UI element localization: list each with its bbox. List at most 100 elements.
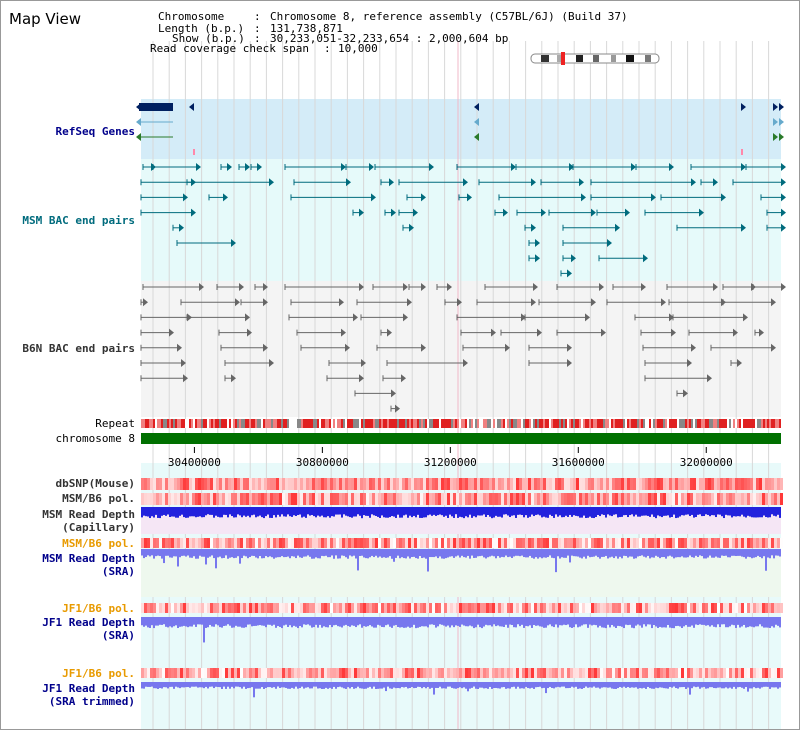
repeat-mark bbox=[281, 419, 283, 428]
track-label-b6n-bac[interactable]: B6N BAC end pairs bbox=[22, 342, 135, 355]
read-depth-bar bbox=[425, 682, 427, 689]
repeat-mark bbox=[537, 419, 539, 428]
read-depth-bar bbox=[615, 549, 617, 557]
msm-bac-pair-arrow bbox=[615, 223, 620, 232]
repeat-mark bbox=[703, 419, 705, 428]
read-depth-bar bbox=[545, 617, 547, 628]
read-depth-bar bbox=[185, 507, 187, 518]
read-depth-bar bbox=[611, 507, 613, 517]
read-depth-bar bbox=[193, 682, 195, 687]
strand-arrow bbox=[773, 133, 778, 141]
polymorphism-cell bbox=[321, 668, 324, 678]
repeat-mark bbox=[679, 419, 681, 428]
polymorphism-cell bbox=[507, 478, 510, 490]
polymorphism-cell bbox=[405, 538, 408, 548]
track-label-refseq[interactable]: RefSeq Genes bbox=[55, 125, 135, 138]
polymorphism-cell bbox=[729, 603, 732, 613]
read-depth-bar bbox=[301, 617, 303, 628]
read-depth-bar bbox=[321, 507, 323, 516]
polymorphism-cell bbox=[591, 668, 594, 678]
polymorphism-cell bbox=[546, 478, 549, 490]
msm-bac-pair-arrow bbox=[257, 163, 262, 171]
repeat-mark bbox=[747, 419, 749, 428]
polymorphism-cell bbox=[399, 668, 402, 678]
read-depth-bar bbox=[163, 549, 165, 564]
polymorphism-cell bbox=[210, 538, 213, 548]
repeat-mark bbox=[779, 419, 781, 428]
read-depth-bar bbox=[615, 617, 617, 628]
read-depth-bar bbox=[255, 617, 257, 626]
polymorphism-cell bbox=[396, 538, 399, 548]
read-depth-bar bbox=[315, 507, 317, 518]
read-depth-bar bbox=[385, 617, 387, 626]
polymorphism-cell bbox=[636, 603, 639, 613]
repeat-mark bbox=[269, 419, 271, 428]
read-depth-bar bbox=[267, 617, 269, 625]
read-depth-bar bbox=[457, 507, 459, 518]
b6n-bac-pair-arrow bbox=[599, 283, 604, 291]
read-depth-bar bbox=[249, 507, 251, 518]
repeat-mark bbox=[141, 419, 143, 428]
read-depth-bar bbox=[467, 617, 469, 627]
strand-arrow bbox=[474, 118, 479, 126]
polymorphism-cell bbox=[498, 478, 501, 490]
polymorphism-cell bbox=[534, 493, 537, 505]
repeat-mark bbox=[573, 419, 575, 428]
read-depth-bar bbox=[455, 682, 457, 689]
polymorphism-cell bbox=[144, 538, 147, 548]
polymorphism-cell bbox=[654, 478, 657, 490]
read-depth-bar bbox=[645, 682, 647, 689]
read-depth-bar bbox=[401, 682, 403, 688]
polymorphism-cell bbox=[474, 603, 477, 613]
polymorphism-cell bbox=[408, 668, 411, 678]
polymorphism-cell bbox=[510, 538, 513, 548]
axis-tick-label: 31600000 bbox=[552, 456, 605, 469]
read-depth-bar bbox=[445, 549, 447, 559]
repeat-mark bbox=[343, 419, 345, 428]
polymorphism-cell bbox=[171, 668, 174, 678]
polymorphism-cell bbox=[453, 538, 456, 548]
read-depth-bar bbox=[149, 507, 151, 519]
msm-bac-pair-arrow bbox=[569, 163, 574, 171]
track-label-msm-bac[interactable]: MSM BAC end pairs bbox=[22, 214, 135, 227]
read-depth-bar bbox=[507, 682, 509, 689]
read-depth-bar bbox=[529, 682, 531, 689]
read-depth-bar bbox=[175, 617, 177, 626]
read-depth-bar bbox=[473, 507, 475, 517]
read-depth-bar bbox=[337, 507, 339, 515]
read-depth-bar bbox=[159, 682, 161, 689]
read-depth-bar bbox=[439, 617, 441, 625]
read-depth-bar bbox=[745, 507, 747, 518]
repeat-mark bbox=[151, 419, 153, 428]
polymorphism-cell bbox=[540, 668, 543, 678]
read-depth-bar bbox=[339, 507, 341, 515]
polymorphism-cell bbox=[246, 668, 249, 678]
read-depth-bar bbox=[323, 549, 325, 557]
polymorphism-cell bbox=[240, 538, 243, 548]
read-depth-bar bbox=[281, 682, 283, 688]
repeat-mark bbox=[465, 419, 467, 428]
repeat-mark bbox=[553, 419, 555, 428]
read-depth-bar bbox=[589, 682, 591, 688]
polymorphism-cell bbox=[288, 493, 291, 505]
polymorphism-cell bbox=[177, 538, 180, 548]
polymorphism-cell bbox=[774, 493, 777, 505]
read-depth-bar bbox=[331, 682, 333, 689]
read-depth-bar bbox=[613, 507, 615, 515]
repeat-mark bbox=[381, 419, 383, 428]
repeat-mark bbox=[733, 419, 735, 428]
repeat-mark bbox=[323, 419, 325, 428]
read-depth-bar bbox=[573, 682, 575, 688]
read-depth-bar bbox=[749, 507, 751, 517]
read-depth-bar bbox=[601, 617, 603, 628]
repeat-mark bbox=[677, 419, 679, 428]
read-depth-bar bbox=[523, 507, 525, 518]
polymorphism-cell bbox=[630, 603, 633, 613]
polymorphism-cell bbox=[744, 478, 747, 490]
polymorphism-cell bbox=[486, 668, 489, 678]
read-depth-bar bbox=[777, 682, 779, 689]
read-depth-bar bbox=[703, 617, 705, 625]
b6n-bac-pair-arrow bbox=[345, 343, 350, 352]
read-depth-bar bbox=[585, 507, 587, 518]
read-depth-bar bbox=[217, 682, 219, 688]
